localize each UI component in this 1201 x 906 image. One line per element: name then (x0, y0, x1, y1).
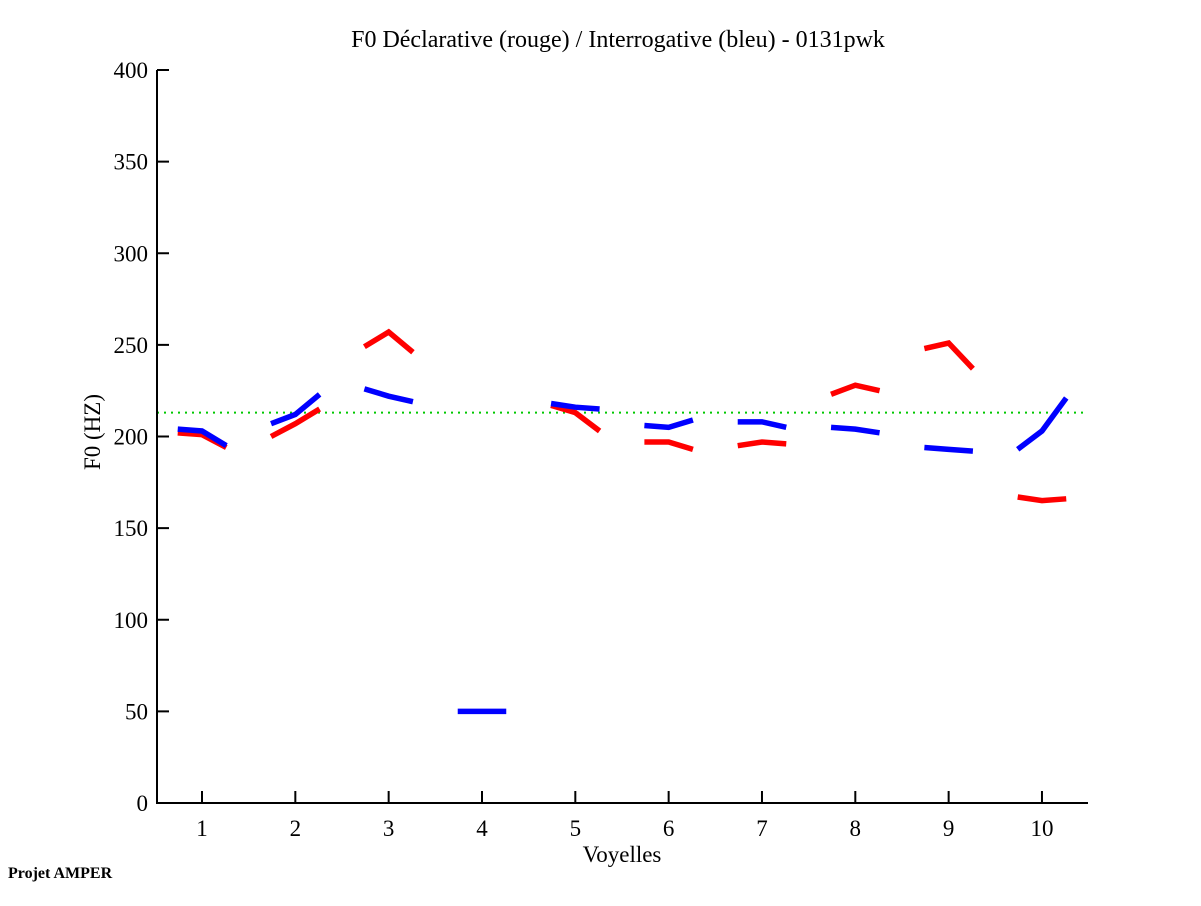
segment-interrogative-v6 (644, 417, 694, 431)
segment-déclarative-v2 (269, 406, 322, 439)
x-axis-label: Voyelles (583, 842, 662, 867)
segment-interrogative-v3 (363, 386, 414, 405)
x-tick-label-4: 4 (476, 816, 488, 841)
chart-title: F0 Déclarative (rouge) / Interrogative (… (351, 27, 885, 53)
y-tick-label-150: 150 (114, 516, 149, 541)
segment-déclarative-v8 (830, 382, 881, 397)
x-tick-label-8: 8 (850, 816, 862, 841)
axis-lines (156, 70, 1088, 804)
y-tick-label-0: 0 (137, 791, 149, 816)
segment-déclarative-v3 (362, 328, 415, 355)
x-tick-label-9: 9 (943, 816, 955, 841)
segment-déclarative-v7 (737, 439, 787, 449)
y-tick-label-300: 300 (114, 241, 149, 266)
segment-déclarative-v6 (644, 439, 694, 452)
x-tick-label-6: 6 (663, 816, 675, 841)
segment-interrogative-v5 (550, 400, 600, 412)
x-tick-label-10: 10 (1030, 816, 1053, 841)
x-tick-label-7: 7 (756, 816, 768, 841)
segment-déclarative-v9 (923, 340, 975, 371)
y-tick-label-100: 100 (114, 608, 149, 633)
segment-interrogative-v9 (924, 444, 974, 454)
data-series-layer (177, 328, 1069, 715)
y-tick-label-350: 350 (114, 150, 149, 175)
segment-interrogative-v1 (177, 426, 228, 449)
segment-déclarative-v5 (550, 402, 602, 434)
segment-déclarative-v10 (1017, 494, 1067, 504)
x-tick-label-3: 3 (383, 816, 395, 841)
x-tick-label-5: 5 (570, 816, 582, 841)
segment-interrogative-v7 (737, 419, 787, 431)
segment-interrogative-v10 (1016, 396, 1069, 452)
segment-interrogative-v2 (270, 392, 322, 427)
project-credit: Projet AMPER (8, 865, 113, 882)
y-tick-label-400: 400 (114, 58, 149, 83)
axes-layer (156, 69, 1088, 804)
segment-interrogative-v8 (830, 424, 880, 436)
x-tick-label-2: 2 (290, 816, 302, 841)
x-tick-label-1: 1 (196, 816, 208, 841)
y-tick-label-200: 200 (114, 425, 149, 450)
y-axis-label: F0 (HZ) (80, 394, 105, 470)
y-tick-label-50: 50 (125, 699, 148, 724)
y-tick-label-250: 250 (114, 333, 149, 358)
